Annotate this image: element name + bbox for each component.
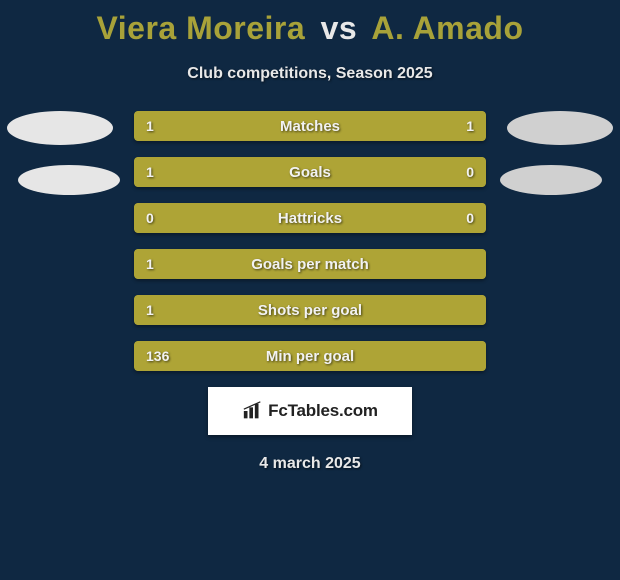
stat-row: 10Goals (134, 157, 486, 187)
stat-value-left: 0 (146, 203, 154, 233)
vs-label: vs (321, 10, 358, 46)
stats-area: 11Matches10Goals00Hattricks1Goals per ma… (0, 111, 620, 371)
stat-row: 1Shots per goal (134, 295, 486, 325)
stat-value-right: 1 (466, 111, 474, 141)
bars-icon (242, 400, 264, 422)
stat-fill-left (134, 111, 310, 141)
player2-avatar-top (507, 111, 613, 145)
player1-name: Viera Moreira (96, 10, 305, 46)
logo-box[interactable]: FcTables.com (208, 387, 412, 435)
stat-fill-right (310, 111, 486, 141)
player1-avatar-bottom (18, 165, 120, 195)
stat-fill-left (134, 249, 486, 279)
stat-fill-left (134, 341, 486, 371)
stat-value-right: 0 (466, 203, 474, 233)
date-label: 4 march 2025 (0, 455, 620, 473)
stat-value-left: 1 (146, 111, 154, 141)
stat-value-left: 136 (146, 341, 169, 371)
player2-avatar-bottom (500, 165, 602, 195)
stat-value-right: 0 (466, 157, 474, 187)
stat-value-left: 1 (146, 249, 154, 279)
stat-row: 00Hattricks (134, 203, 486, 233)
stat-fill-left (134, 295, 486, 325)
player1-avatar-top (7, 111, 113, 145)
stat-bars: 11Matches10Goals00Hattricks1Goals per ma… (134, 111, 486, 371)
logo-text: FcTables.com (268, 401, 378, 421)
stat-fill-left (134, 203, 486, 233)
stat-value-left: 1 (146, 157, 154, 187)
stat-fill-left (134, 157, 398, 187)
stat-value-left: 1 (146, 295, 154, 325)
subtitle: Club competitions, Season 2025 (0, 65, 620, 83)
player2-name: A. Amado (371, 10, 523, 46)
page-title: Viera Moreira vs A. Amado (0, 0, 620, 47)
stat-row: 1Goals per match (134, 249, 486, 279)
stat-row: 11Matches (134, 111, 486, 141)
stat-row: 136Min per goal (134, 341, 486, 371)
